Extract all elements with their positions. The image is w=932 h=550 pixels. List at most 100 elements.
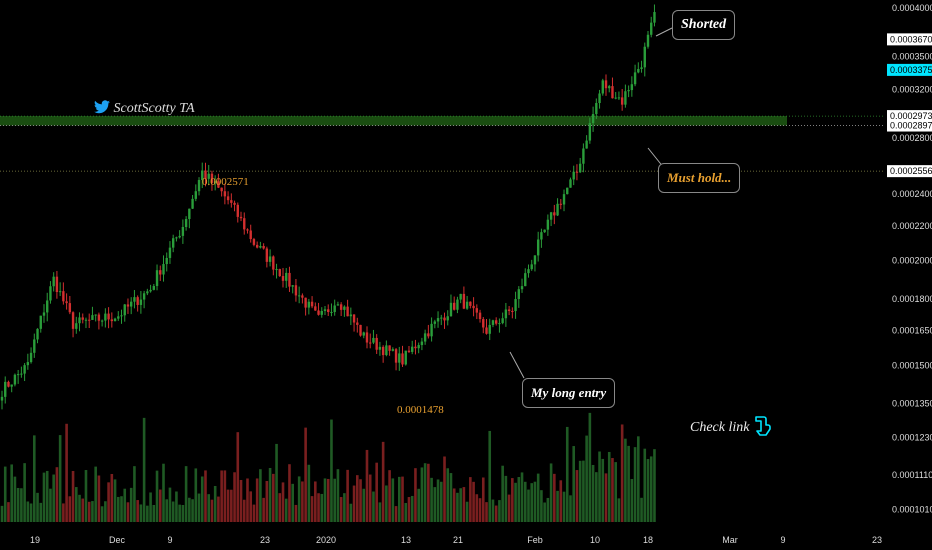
- candle-body: [294, 285, 298, 296]
- candle-body: [278, 269, 281, 277]
- price-tag-label: 0.0003375: [890, 65, 932, 75]
- volume-bar: [155, 470, 159, 522]
- volume-bar: [601, 458, 605, 522]
- x-tick-label: 9: [167, 535, 172, 545]
- candle-body: [52, 276, 55, 287]
- volume-bar: [265, 480, 269, 522]
- volume-bar: [123, 488, 127, 522]
- volume-bar: [365, 449, 369, 522]
- brand-watermark: ScottScotty TA: [94, 100, 195, 117]
- candle-body: [268, 256, 272, 262]
- volume-bar: [204, 470, 207, 522]
- volume-bar: [136, 500, 139, 522]
- volume-bar: [23, 463, 26, 522]
- volume-bar: [375, 462, 378, 522]
- volume-bar: [259, 469, 262, 522]
- candle-body: [566, 187, 569, 195]
- volume-bar: [414, 468, 417, 522]
- volume-bar: [439, 481, 443, 522]
- candle-body: [614, 97, 617, 99]
- candle-body: [443, 317, 446, 321]
- candle-body: [55, 276, 59, 293]
- volume-bar: [239, 479, 243, 522]
- candle-body: [394, 349, 398, 363]
- candle-body: [504, 309, 508, 319]
- candle-body: [511, 311, 514, 313]
- volume-bar: [443, 456, 446, 522]
- candle-body: [404, 350, 407, 365]
- volume-bar: [194, 468, 198, 522]
- volume-bar: [314, 481, 317, 522]
- candle-body: [7, 381, 10, 387]
- volume-bar: [3, 466, 7, 522]
- volume-bar: [294, 504, 298, 522]
- volume-bar: [436, 479, 440, 522]
- candle-body: [29, 352, 33, 363]
- price-tag-bg: [887, 33, 932, 46]
- candle-body: [604, 80, 608, 89]
- x-axis: 19 Dec 9 23 2020 13 21 Feb 10 18 Mar 9 23: [30, 535, 882, 545]
- volume-bar: [501, 465, 504, 522]
- candle-body: [427, 333, 430, 337]
- volume-bar: [236, 432, 240, 522]
- volume-bar: [391, 478, 395, 522]
- twitter-bird-icon: [94, 100, 110, 114]
- candle-body: [640, 67, 643, 70]
- volume-bar: [272, 473, 275, 522]
- candle-body: [591, 114, 595, 124]
- candle-body: [33, 339, 36, 353]
- volume-bar: [452, 488, 456, 522]
- volume-bar: [488, 430, 492, 522]
- candle-body: [630, 84, 634, 91]
- volume-bar: [549, 463, 553, 522]
- volume-bar: [507, 494, 511, 522]
- volume-bar: [217, 496, 220, 522]
- candle-body: [84, 319, 88, 321]
- candle-body: [81, 317, 84, 320]
- candle-body: [372, 337, 375, 343]
- check-link[interactable]: Check link: [690, 415, 771, 437]
- volume-bar: [349, 503, 353, 522]
- volume-bar: [29, 503, 33, 522]
- volume-bar: [472, 481, 475, 522]
- candle-body: [197, 180, 201, 192]
- volume-bar: [242, 499, 246, 522]
- volume-bar: [485, 502, 488, 522]
- shorted-pointer: [655, 27, 673, 37]
- volume-bar: [543, 502, 546, 522]
- volume-bar: [268, 467, 272, 522]
- y-tick-label: 0.0001110: [892, 470, 932, 480]
- volume-bar: [100, 506, 104, 522]
- candle-body: [540, 232, 543, 240]
- volume-bar: [97, 475, 101, 522]
- volume-bar: [0, 505, 4, 522]
- y-tick-label: 0.0001650: [892, 326, 932, 336]
- candle-body: [243, 218, 246, 230]
- volume-bar: [317, 493, 320, 522]
- candle-body: [259, 245, 262, 248]
- candle-body: [110, 319, 114, 322]
- volume-bar: [394, 506, 398, 522]
- candle-body: [191, 198, 194, 209]
- volume-bar: [39, 502, 43, 522]
- candle-body: [285, 272, 288, 281]
- volume-bar: [188, 497, 191, 522]
- volume-bar: [572, 446, 576, 522]
- volume-bar: [627, 445, 630, 522]
- candle-body: [194, 191, 197, 199]
- volume-bar: [310, 496, 314, 522]
- candle-body: [165, 257, 168, 265]
- candle-body: [520, 286, 524, 290]
- candle-body: [381, 346, 385, 356]
- volume-bar: [120, 496, 123, 522]
- volume-bar: [252, 504, 256, 522]
- volume-bar: [281, 482, 285, 522]
- candle-body: [213, 181, 217, 183]
- candle-body: [488, 324, 491, 334]
- volume-bar: [149, 492, 152, 522]
- candle-body: [100, 320, 104, 322]
- volume-bar: [336, 469, 340, 522]
- volume-bar: [475, 494, 479, 522]
- candle-body: [440, 317, 443, 319]
